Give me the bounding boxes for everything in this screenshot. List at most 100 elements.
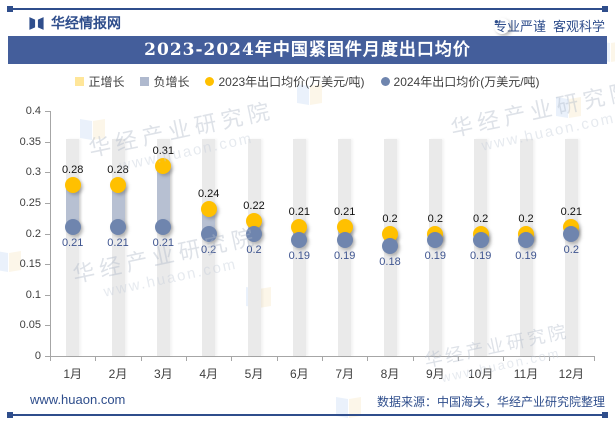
data-label-2023: 0.31	[152, 145, 175, 158]
x-tick-label: 3月	[153, 367, 173, 381]
legend-item-1: 负增长	[140, 73, 189, 90]
data-label-2024: 0.2	[246, 243, 262, 256]
y-axis-tick	[45, 233, 50, 235]
data-label-2024: 0.19	[515, 249, 537, 262]
brand-logo-icon	[29, 16, 44, 30]
data-label-2024: 0.19	[333, 249, 356, 262]
x-tick-label: 4月	[199, 367, 218, 381]
data-label-2024: 0.21	[152, 237, 175, 250]
y-tick-label: 0	[34, 350, 41, 362]
x-axis-tick	[231, 356, 233, 361]
data-label-2024: 0.2	[201, 243, 217, 256]
y-axis-tick	[45, 294, 50, 296]
change-range-band	[111, 184, 125, 228]
change-range-band	[66, 184, 80, 228]
legend-label: 2023年出口均价(万美元/吨)	[218, 75, 365, 89]
chart-legend: 正增长 负增长 2023年出口均价(万美元/吨) 2024年出口均价(万美元/吨)	[0, 73, 615, 90]
legend-circle-swatch	[380, 77, 390, 86]
legend-square-swatch	[75, 77, 85, 86]
brand: 华经情报网	[28, 13, 121, 33]
header-slogan: 专业严谨 ● 客观科学	[494, 16, 605, 35]
x-axis-tick	[412, 356, 414, 361]
dot-2023	[64, 176, 81, 193]
background-column	[202, 138, 216, 356]
background-column	[564, 138, 578, 356]
background-column	[247, 138, 261, 356]
data-label-2024: 0.21	[107, 237, 129, 250]
top-divider	[7, 6, 608, 12]
x-axis-line	[48, 356, 594, 357]
x-axis-tick	[186, 356, 187, 361]
y-tick-label: 0.3	[25, 166, 41, 179]
data-label-2024: 0.19	[469, 249, 492, 262]
x-axis-tick	[458, 356, 459, 361]
x-axis-tick	[367, 356, 369, 361]
dot-2024	[382, 237, 398, 254]
x-tick-label: 11月	[513, 367, 539, 381]
legend-label: 2024年出口均价(万美元/吨)	[393, 75, 540, 89]
data-label-2023: 0.2	[473, 212, 489, 225]
data-label-2023: 0.21	[333, 206, 356, 219]
x-axis-tick	[140, 356, 142, 361]
legend-label: 正增长	[88, 75, 125, 89]
brand-name: 华经情报网	[51, 15, 121, 31]
legend-circle-swatch	[205, 77, 215, 86]
dot-2024	[155, 219, 172, 236]
data-label-2023: 0.28	[61, 163, 84, 176]
legend-label: 负增长	[153, 75, 190, 89]
data-label-2024: 0.21	[61, 237, 84, 250]
x-tick-label: 9月	[425, 367, 445, 381]
x-tick-label: 7月	[335, 367, 354, 381]
dot-2024	[200, 225, 217, 242]
dot-2023	[110, 176, 126, 193]
y-tick-label: 0.35	[19, 135, 41, 148]
x-tick-label: 1月	[63, 367, 82, 381]
dot-2024	[427, 231, 444, 248]
y-axis-tick	[45, 325, 50, 327]
y-axis-tick	[45, 141, 50, 143]
y-axis-tick	[45, 356, 50, 357]
dot-2024	[291, 231, 308, 248]
data-label-2023: 0.24	[197, 188, 220, 200]
legend-item-0: 正增长	[75, 73, 124, 90]
dot-2024	[518, 231, 534, 248]
y-axis-tick	[45, 111, 50, 112]
data-label-2023: 0.2	[427, 212, 443, 225]
dot-2023	[155, 158, 172, 175]
footer-url[interactable]: www.huaon.com	[30, 392, 126, 407]
x-tick-label: 8月	[380, 367, 400, 381]
dot-2024	[472, 231, 489, 248]
slogan-left: 专业严谨	[493, 19, 546, 34]
dot-2024	[110, 219, 126, 236]
y-axis-line	[50, 111, 51, 356]
dot-2023	[336, 219, 353, 236]
data-label-2023: 0.21	[288, 206, 311, 219]
chart-title: 2023-2024年中国紧固件月度出口均价	[8, 36, 607, 64]
change-range-band	[156, 166, 170, 228]
x-tick-label: 2月	[108, 367, 128, 381]
legend-item-2: 2023年出口均价(万美元/吨)	[205, 73, 365, 90]
slogan-right: 客观科学	[552, 19, 605, 34]
data-label-2024: 0.18	[379, 255, 401, 268]
y-axis-tick	[45, 264, 50, 266]
y-tick-label: 0.25	[19, 196, 41, 209]
x-axis-tick	[594, 356, 595, 361]
data-label-2023: 0.2	[518, 212, 534, 225]
slogan-bullet-icon: ●	[494, 17, 510, 34]
dot-2023	[291, 219, 308, 236]
x-axis-tick	[548, 356, 550, 361]
legend-square-swatch	[140, 77, 150, 86]
x-axis-tick	[322, 356, 323, 361]
data-label-2023: 0.2	[382, 212, 398, 225]
data-label-2023: 0.21	[560, 206, 583, 219]
x-tick-label: 6月	[289, 367, 309, 381]
dot-2024	[563, 225, 580, 242]
dot-2023	[382, 225, 398, 242]
x-tick-label: 12月	[558, 367, 584, 381]
y-axis-tick	[45, 202, 50, 204]
y-axis-tick	[45, 172, 50, 174]
y-tick-label: 0.1	[25, 288, 41, 301]
dot-2023	[246, 213, 262, 230]
